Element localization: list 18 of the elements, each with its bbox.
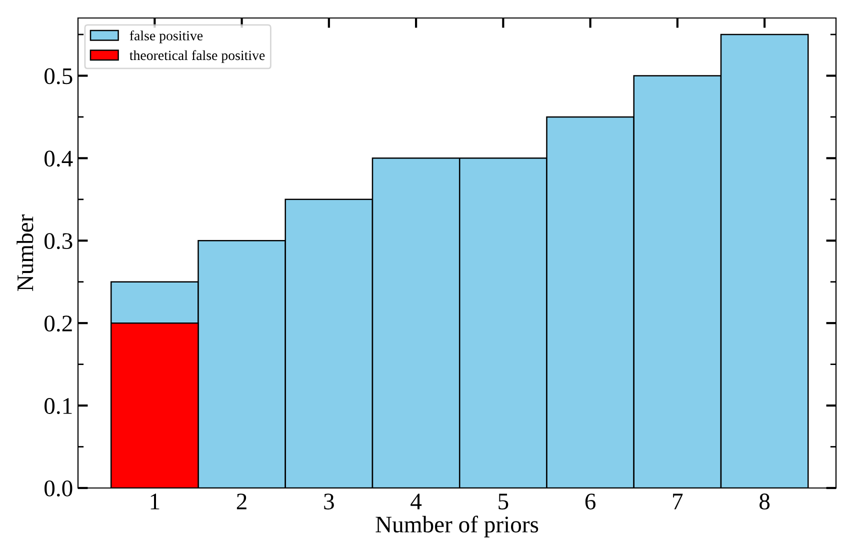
legend-label: theoretical false positive: [130, 50, 265, 63]
x-tick-label: 3: [324, 494, 334, 510]
y-axis-title: Number: [16, 214, 34, 292]
x-tick-label: 7: [673, 494, 683, 510]
x-tick-label: 8: [760, 494, 770, 510]
x-tick-label: 5: [498, 494, 508, 510]
x-tick-label: 4: [410, 494, 422, 510]
y-tick-label: 0.4: [44, 150, 73, 167]
x-tick-label: 6: [585, 494, 596, 510]
legend-label: false positive: [130, 30, 203, 44]
y-tick-label: 0.0: [44, 480, 72, 497]
y-tick-label: 0.3: [44, 233, 72, 250]
x-axis-title: Number of priors: [376, 516, 538, 538]
y-tick-label: 0.1: [44, 398, 72, 414]
y-tick-label: 0.2: [44, 316, 72, 332]
x-tick-label: 2: [236, 494, 246, 510]
y-tick-label: 0.5: [44, 68, 72, 84]
x-tick-label: 1: [150, 494, 160, 510]
